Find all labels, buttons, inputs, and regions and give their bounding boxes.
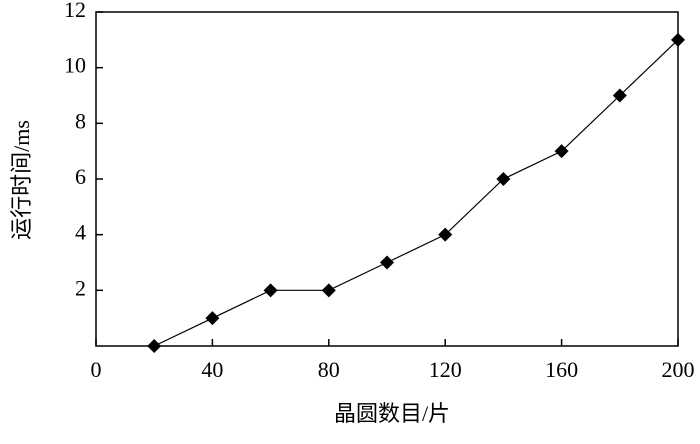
y-tick-label: 4	[75, 220, 86, 245]
x-axis-label: 晶圆数目/片	[334, 401, 450, 426]
data-point	[263, 283, 278, 298]
y-tick-label: 6	[75, 164, 86, 189]
data-point	[671, 32, 685, 47]
data-point	[205, 311, 220, 326]
y-tick-label: 8	[75, 108, 86, 133]
x-tick-label: 0	[91, 357, 102, 382]
y-tick-label: 2	[75, 275, 86, 300]
x-tick-label: 40	[201, 357, 223, 382]
data-point	[380, 255, 394, 270]
data-point	[438, 227, 453, 242]
y-tick-label: 10	[64, 53, 86, 78]
data-line	[153, 39, 679, 347]
data-point	[321, 283, 336, 298]
x-tick-label: 160	[545, 357, 578, 382]
x-tick-label: 80	[318, 357, 340, 382]
y-axis-label: 运行时间/ms	[9, 120, 34, 240]
plot-frame	[95, 11, 679, 347]
data-point	[147, 339, 162, 353]
x-tick-label: 120	[429, 357, 462, 382]
data-point	[496, 172, 511, 186]
data-point	[612, 88, 627, 103]
y-tick-label: 12	[64, 0, 86, 22]
data-point	[554, 144, 569, 159]
x-tick-label: 200	[662, 357, 695, 382]
